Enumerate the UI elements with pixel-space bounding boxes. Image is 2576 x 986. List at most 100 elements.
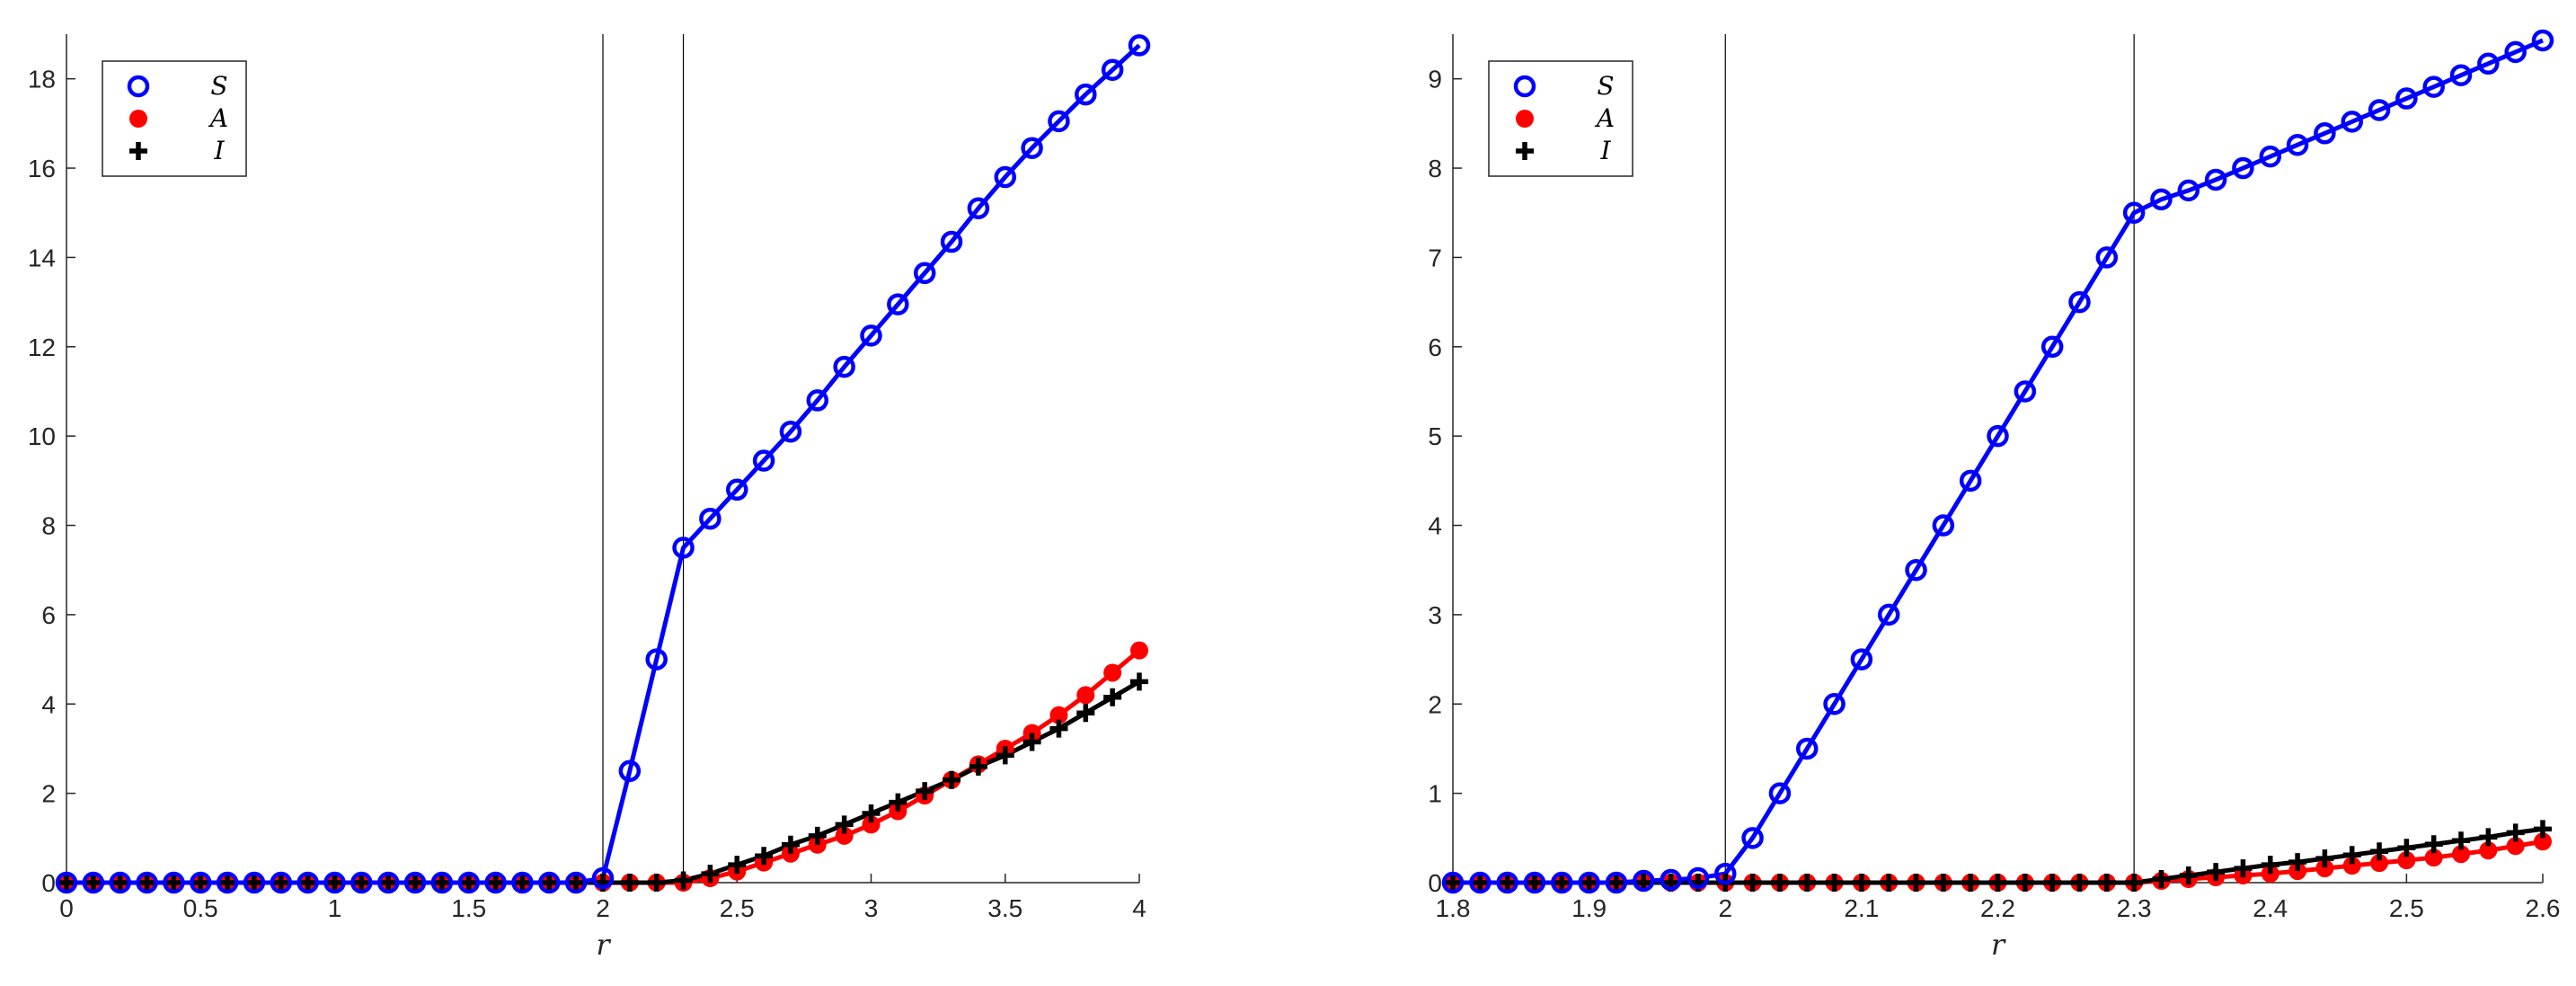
series-I-point xyxy=(244,874,263,892)
y-tick-label: 2 xyxy=(1428,690,1442,718)
series-I-point xyxy=(1825,874,1844,892)
series-A-point xyxy=(1130,641,1148,660)
y-tick-label: 3 xyxy=(1428,601,1442,629)
series-S-point xyxy=(1469,871,1492,894)
series-I-point xyxy=(2370,842,2389,861)
series-S-point xyxy=(1850,648,1873,671)
x-tick-label: 1.9 xyxy=(1571,894,1607,922)
series-S-point xyxy=(2014,380,2037,403)
series-I-point xyxy=(513,874,532,892)
series-S-point xyxy=(350,871,373,894)
legend-marker-I xyxy=(129,142,147,160)
series-I-point xyxy=(218,874,237,892)
series-I-point xyxy=(1743,874,1762,892)
series-S-point xyxy=(1075,83,1097,106)
x-tick-label: 0 xyxy=(59,894,74,922)
series-S-point xyxy=(163,871,185,894)
series-S-point xyxy=(2449,64,2473,86)
series-A-point xyxy=(1049,706,1068,724)
series-S-point xyxy=(967,197,990,220)
legend-box xyxy=(102,60,247,177)
series-S-point xyxy=(2368,99,2391,121)
series-I-point xyxy=(1770,874,1789,892)
series-I-point xyxy=(781,835,800,854)
legend-marker-S xyxy=(1513,75,1536,98)
series-S-point xyxy=(243,871,266,894)
series-I-point xyxy=(1049,719,1068,738)
series-S-point xyxy=(645,648,668,671)
legend-marker-S xyxy=(127,75,150,98)
series-S-point xyxy=(752,449,775,472)
series-I-point xyxy=(889,793,907,812)
x-tick-label: 2.3 xyxy=(2117,894,2152,922)
series-A-point xyxy=(2370,854,2389,873)
legend-label-S: S xyxy=(210,71,227,101)
series-I-point xyxy=(755,847,774,866)
series-I-point xyxy=(808,826,827,845)
legend-marker-I xyxy=(1516,142,1534,160)
legend-label-S: S xyxy=(1597,71,1614,101)
series-I-point xyxy=(2179,866,2198,885)
y-tick-label: 18 xyxy=(28,66,56,93)
legend-label-I: I xyxy=(1599,136,1611,165)
legend-label-A: A xyxy=(208,103,228,133)
series-S-point xyxy=(1605,871,1628,894)
series-S-point xyxy=(2259,145,2281,168)
series-S-point xyxy=(1686,866,1710,890)
series-I-point xyxy=(459,874,478,892)
series-I-point xyxy=(835,815,854,834)
series-S-point xyxy=(270,871,293,894)
series-I-point xyxy=(2315,849,2334,868)
series-S-point xyxy=(323,871,346,894)
series-I-point xyxy=(1988,874,2007,892)
series-S-point xyxy=(994,165,1016,189)
series-S-point xyxy=(1523,871,1546,894)
legend-label-I: I xyxy=(213,136,225,165)
y-tick-label: 4 xyxy=(41,690,56,718)
series-S-point xyxy=(1660,868,1682,892)
series-S-point xyxy=(779,420,802,443)
series-S-point xyxy=(216,871,239,894)
series-I-point xyxy=(1961,874,1980,892)
series-I-point xyxy=(969,757,987,776)
series-S-point xyxy=(2177,179,2200,202)
series-I-point xyxy=(1553,874,1571,892)
series-S-point xyxy=(1048,110,1070,133)
series-S-point xyxy=(376,871,400,894)
series-I-point xyxy=(1607,874,1625,892)
series-S-point xyxy=(1128,34,1151,57)
series-S-point xyxy=(699,507,721,530)
series-I-point xyxy=(1498,874,1517,892)
series-S-point xyxy=(1496,871,1518,894)
series-A-point xyxy=(862,815,881,834)
y-tick-label: 9 xyxy=(1428,66,1442,93)
series-S-point xyxy=(1905,558,1927,582)
series-I-point xyxy=(728,856,747,875)
right-chart-panel: 1.8 1.9 2 2.1 2.2 2.3 2.4 2.5 2.6 0 1 2 3 4 5 6 7 8 9 r SAI xyxy=(1428,29,2561,962)
series-S-point xyxy=(2314,122,2336,145)
series-I-point xyxy=(2506,823,2525,842)
series-S-point xyxy=(1877,603,1900,626)
x-tick-label: 2.1 xyxy=(1844,894,1879,922)
series-I-point xyxy=(1852,874,1871,892)
series-I-point xyxy=(2207,863,2226,882)
series-S-point xyxy=(726,478,748,502)
series-S-point xyxy=(2040,335,2064,359)
series-S-point xyxy=(2341,111,2363,133)
x-axis-label: r xyxy=(1991,928,2006,962)
series-S-point xyxy=(913,262,936,285)
legend-box xyxy=(1488,60,1633,177)
series-I-point xyxy=(2152,870,2171,889)
series-A-point xyxy=(2452,845,2471,864)
x-tick-label: 2 xyxy=(596,894,610,922)
series-I-point xyxy=(1907,874,1925,892)
x-tick-label: 0.5 xyxy=(183,894,218,922)
series-S-point xyxy=(538,871,561,894)
series-S-point xyxy=(1021,137,1043,159)
x-tick-label: 2.6 xyxy=(2526,894,2561,922)
series-S-point xyxy=(2204,168,2227,191)
series-I-point xyxy=(1444,874,1462,892)
series-I-point xyxy=(2424,835,2443,854)
series-S-point xyxy=(860,324,882,347)
series-S-point xyxy=(1441,871,1465,894)
